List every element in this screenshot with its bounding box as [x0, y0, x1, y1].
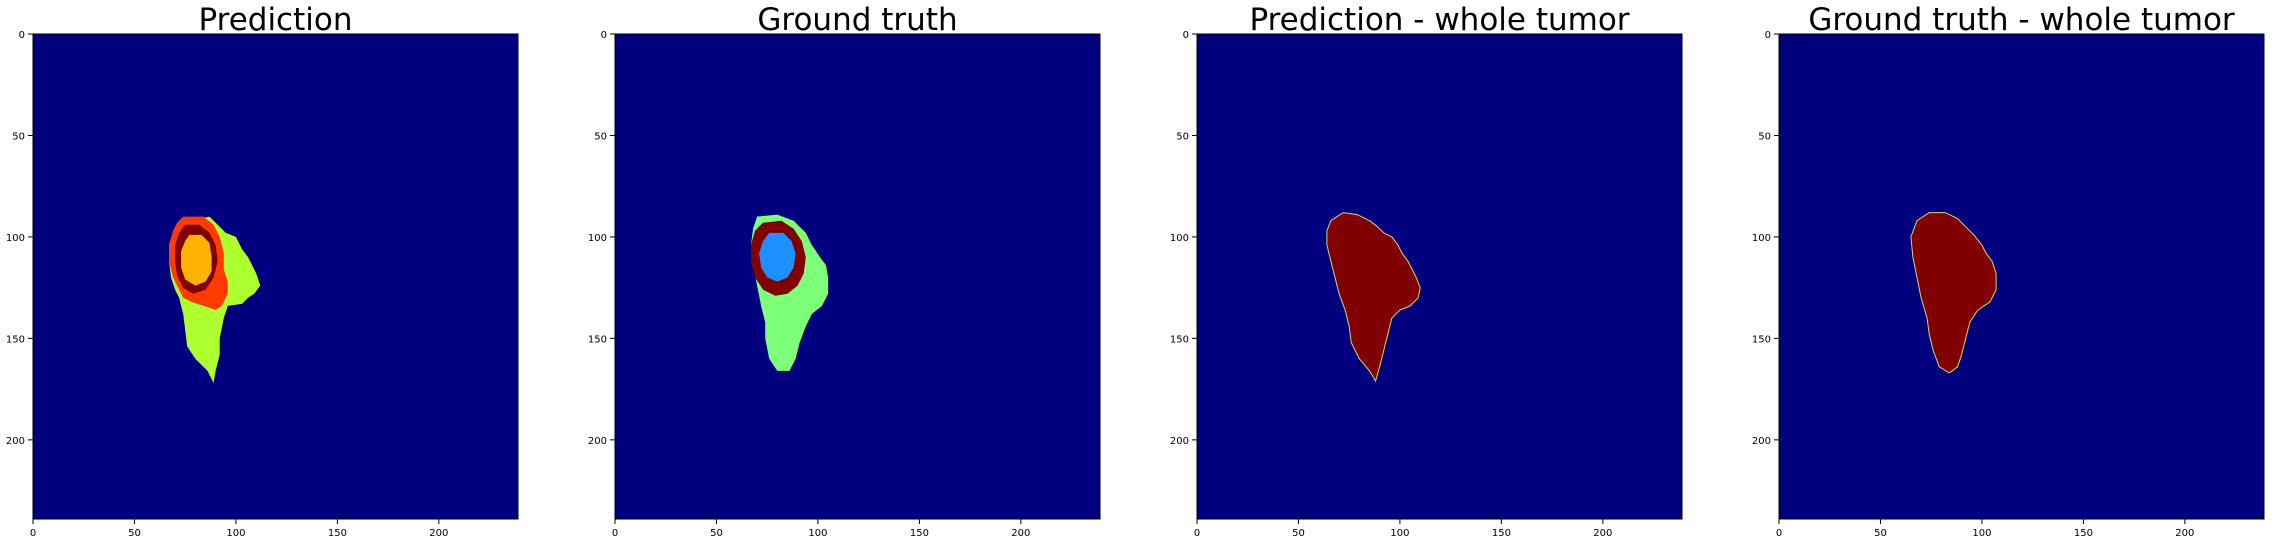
x-tick-label: 100 — [1972, 528, 1991, 539]
segmentation-region — [759, 232, 796, 282]
x-tick-label: 0 — [1776, 528, 1782, 539]
y-tick-label: 0 — [1183, 30, 1189, 41]
y-tick-label: 100 — [6, 233, 25, 244]
x-tick-label: 150 — [1492, 528, 1511, 539]
image-background — [1779, 34, 2264, 519]
y-tick-label: 0 — [1765, 30, 1771, 41]
panel-title: Ground truth - whole tumor — [1808, 2, 2235, 38]
x-tick-label: 50 — [1292, 528, 1305, 539]
x-tick-label: 0 — [30, 528, 36, 539]
panel-ground-truth: Ground truth 0 50 100 150 200 0 50 100 150 200 — [588, 2, 1101, 539]
axes-frame — [32, 33, 519, 520]
axes-frame — [1778, 33, 2265, 520]
segmentation-region — [1910, 212, 1997, 374]
x-tick-label: 100 — [1390, 528, 1409, 539]
y-tick-label: 50 — [12, 131, 25, 142]
panel-title: Ground truth — [757, 2, 957, 38]
y-tick-label: 50 — [1176, 131, 1189, 142]
segmentation-region — [181, 234, 212, 286]
x-tick-label: 150 — [328, 528, 347, 539]
y-tick-label: 200 — [6, 436, 25, 447]
y-tick-label: 200 — [588, 436, 607, 447]
image-background — [33, 34, 518, 519]
image-background — [615, 34, 1100, 519]
y-tick-label: 0 — [19, 30, 25, 41]
y-tick-label: 50 — [1758, 131, 1771, 142]
x-tick-label: 200 — [2175, 528, 2194, 539]
x-tick-label: 50 — [128, 528, 141, 539]
y-tick-label: 50 — [594, 131, 607, 142]
panel-prediction: Prediction 0 50 100 150 200 0 50 100 150 200 — [6, 2, 519, 539]
x-tick-label: 200 — [429, 528, 448, 539]
y-tick-label: 150 — [1170, 334, 1189, 345]
y-tick-label: 150 — [1752, 334, 1771, 345]
y-tick-label: 0 — [601, 30, 607, 41]
x-tick-label: 150 — [910, 528, 929, 539]
x-tick-label: 150 — [2074, 528, 2093, 539]
x-tick-label: 200 — [1593, 528, 1612, 539]
y-tick-label: 200 — [1752, 436, 1771, 447]
axes-frame — [614, 33, 1101, 520]
panel-ground-truth-whole-tumor: Ground truth - whole tumor 0 50 100 150 200 0 5… — [1752, 2, 2265, 539]
x-tick-label: 50 — [710, 528, 723, 539]
panel-title: Prediction — [198, 2, 352, 38]
y-tick-label: 200 — [1170, 436, 1189, 447]
axes-frame — [1196, 33, 1683, 520]
panel-prediction-whole-tumor: Prediction - whole tumor 0 50 100 150 200 0 50 1… — [1170, 2, 1683, 539]
y-tick-label: 150 — [588, 334, 607, 345]
y-tick-label: 150 — [6, 334, 25, 345]
x-tick-label: 0 — [612, 528, 618, 539]
y-tick-label: 100 — [1752, 233, 1771, 244]
x-tick-label: 200 — [1011, 528, 1030, 539]
y-tick-label: 100 — [588, 233, 607, 244]
x-tick-label: 100 — [226, 528, 245, 539]
y-tick-label: 100 — [1170, 233, 1189, 244]
image-background — [1197, 34, 1682, 519]
panel-title: Prediction - whole tumor — [1249, 2, 1629, 38]
segmentation-region — [1326, 212, 1421, 383]
x-tick-label: 100 — [808, 528, 827, 539]
x-tick-label: 0 — [1194, 528, 1200, 539]
x-tick-label: 50 — [1874, 528, 1887, 539]
